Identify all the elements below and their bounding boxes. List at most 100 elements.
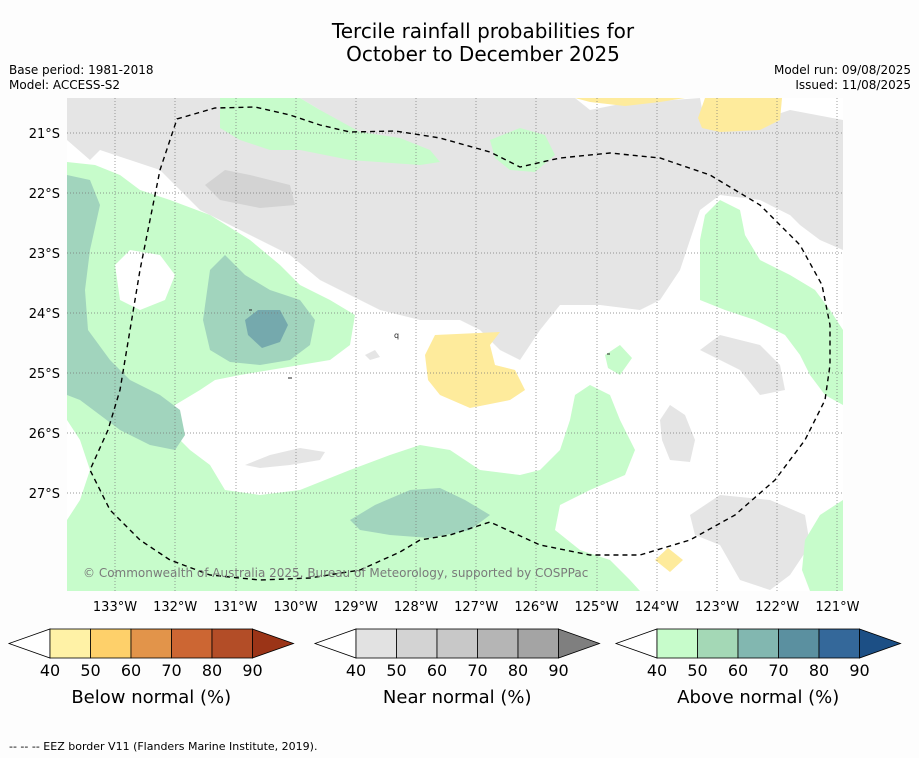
lon-label: 130°W	[274, 600, 318, 615]
lon-label: 122°W	[755, 600, 799, 615]
colorbar-over-triangle	[252, 628, 295, 659]
colorbar: 40 50 60 70 80 90 Below normal (%)	[7, 628, 295, 708]
map-layers: q © Commonwealth of Australia 2025, Bure…	[67, 98, 843, 591]
colorbar-tick-label: 60	[728, 661, 748, 680]
lat-label: 23°S	[29, 247, 60, 262]
model-run: Model run: 09/08/2025	[773, 63, 911, 77]
eez-border	[89, 106, 831, 581]
colorbar-tick-label: 50	[687, 661, 707, 680]
copyright-text: © Commonwealth of Australia 2025, Bureau…	[83, 566, 588, 580]
base-period: Base period: 1981-2018	[9, 63, 154, 77]
colorbar-segment	[436, 628, 478, 659]
near-normal-patch-3	[660, 405, 695, 462]
above-normal-north	[220, 98, 440, 165]
colorbar-under-triangle	[614, 628, 658, 659]
lat-label: 22°S	[29, 187, 60, 202]
colorbar-tick-label: 70	[161, 661, 181, 680]
near-normal-patch-7	[765, 185, 795, 215]
colorbar-segment	[90, 628, 132, 659]
colorbar-label: Below normal (%)	[71, 687, 231, 708]
below-normal-south	[655, 548, 683, 572]
below-normal-center	[425, 332, 525, 408]
issued-date: Issued: 11/08/2025	[795, 78, 911, 92]
lon-label: 131°W	[213, 600, 257, 615]
colorbar-segment	[778, 628, 820, 659]
colorbar-tick-label: 90	[548, 661, 568, 680]
colorbar-segment	[656, 628, 698, 659]
colorbar-over-triangle	[558, 628, 601, 659]
colorbar: 40 50 60 70 80 90 Near normal (%)	[313, 628, 601, 708]
colorbar-segment	[818, 628, 860, 659]
colorbar-tick-label: 80	[508, 661, 528, 680]
lon-label: 127°W	[454, 600, 498, 615]
colorbar-label: Near normal (%)	[383, 687, 532, 708]
chart-title: Tercile rainfall probabilities for Octob…	[0, 20, 919, 66]
lon-label: 128°W	[394, 600, 438, 615]
below-normal-northeast	[698, 98, 782, 132]
near-normal-patch-2	[700, 335, 785, 395]
colorbar-segment	[171, 628, 213, 659]
forecast-map: q © Commonwealth of Australia 2025, Bure…	[7, 98, 902, 708]
lat-label: 25°S	[29, 367, 60, 382]
above-normal-50-west	[67, 175, 185, 450]
lat-label: 24°S	[29, 307, 60, 322]
colorbar-segment	[517, 628, 559, 659]
colorbar-segment	[49, 628, 91, 659]
lon-label: 123°W	[695, 600, 739, 615]
lon-label: 133°W	[93, 600, 137, 615]
colorbar: 40 50 60 70 80 90 Above normal (%)	[614, 628, 902, 708]
below-normal-north	[575, 98, 685, 106]
meta-left: Base period: 1981-2018 Model: ACCESS-S2	[9, 63, 154, 93]
above-normal-east	[700, 200, 843, 405]
near-normal-dark	[205, 170, 295, 208]
colorbar-tick-label: 80	[202, 661, 222, 680]
colorbar-segment	[396, 628, 438, 659]
colorbar-segment	[697, 628, 739, 659]
lon-label: 132°W	[153, 600, 197, 615]
lon-label: 125°W	[575, 600, 619, 615]
lon-label: 124°W	[635, 600, 679, 615]
above-normal-west-hole	[115, 250, 175, 310]
colorbar-tick-label: 90	[242, 661, 262, 680]
colorbar-tick-label: 50	[386, 661, 406, 680]
above-normal-50-south	[350, 488, 490, 538]
above-normal-west	[67, 162, 640, 591]
colorbar-tick-label: 70	[768, 661, 788, 680]
colorbar-tick-label: 40	[647, 661, 667, 680]
above-normal-east-2	[605, 345, 632, 375]
colorbar-segment	[355, 628, 397, 659]
lat-label: 26°S	[29, 427, 60, 442]
lon-label: 129°W	[334, 600, 378, 615]
colorbar-tick-label: 70	[467, 661, 487, 680]
colorbar-under-triangle	[7, 628, 51, 659]
colorbar-tick-label: 40	[40, 661, 60, 680]
colorbar-tick-label: 80	[809, 661, 829, 680]
colorbar-over-triangle	[859, 628, 902, 659]
colorbar-tick-label: 60	[427, 661, 447, 680]
colorbar-tick-label: 50	[80, 661, 100, 680]
lat-label: 27°S	[29, 487, 60, 502]
colorbar-tick-label: 60	[121, 661, 141, 680]
colorbar-segment	[211, 628, 253, 659]
latitude-labels: 21°S 22°S 23°S 24°S 25°S 26°S 27°S	[29, 127, 60, 502]
grid-lines	[67, 98, 843, 591]
near-normal-patch-4	[690, 495, 810, 590]
title-line-1: Tercile rainfall probabilities for	[331, 19, 635, 43]
colorbars: 40 50 60 70 80 90 Below normal (%) 40 50 60 70 80 90…	[7, 628, 902, 708]
colorbar-label: Above normal (%)	[677, 687, 839, 708]
colorbar-segment	[130, 628, 172, 659]
above-normal-southeast	[802, 500, 843, 591]
colorbar-segment	[737, 628, 779, 659]
near-normal-patch-6	[245, 448, 325, 468]
near-normal-patch-8	[365, 350, 380, 360]
above-normal-60-center	[245, 310, 288, 348]
lon-label: 126°W	[514, 600, 558, 615]
colorbar-under-triangle	[313, 628, 357, 659]
near-normal-region	[67, 98, 843, 360]
longitude-labels: 133°W 132°W 131°W 130°W 129°W 128°W 127°W 126°W…	[93, 600, 860, 615]
meta-right: Model run: 09/08/2025 Issued: 11/08/2025	[774, 63, 911, 93]
model-name: Model: ACCESS-S2	[9, 78, 121, 92]
colorbar-tick-label: 40	[346, 661, 366, 680]
title-line-2: October to December 2025	[346, 42, 620, 66]
above-normal-north-2	[490, 128, 555, 172]
